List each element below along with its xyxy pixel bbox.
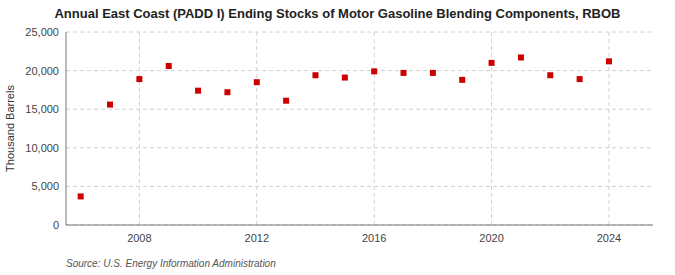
y-tick-label: 25,000 bbox=[25, 26, 59, 38]
point bbox=[342, 75, 348, 81]
y-axis-label: Thousand Barrels bbox=[4, 85, 16, 172]
y-tick-label: 0 bbox=[53, 219, 59, 231]
grid-line bbox=[139, 32, 140, 225]
y-axis bbox=[66, 32, 67, 225]
point bbox=[195, 88, 201, 94]
grid-line bbox=[66, 186, 653, 187]
point bbox=[489, 60, 495, 66]
point bbox=[254, 79, 260, 85]
point bbox=[224, 89, 230, 95]
y-tick-label: 5,000 bbox=[31, 180, 59, 192]
grid-line bbox=[66, 225, 653, 226]
point bbox=[547, 72, 553, 78]
x-tick-label: 2024 bbox=[597, 232, 621, 244]
point bbox=[371, 68, 377, 74]
point bbox=[166, 63, 172, 69]
grid-line bbox=[256, 32, 257, 225]
x-tick-label: 2016 bbox=[362, 232, 386, 244]
x-tick-label: 2020 bbox=[479, 232, 503, 244]
grid-line bbox=[66, 32, 653, 33]
grid bbox=[66, 32, 653, 225]
point bbox=[430, 70, 436, 76]
x-tick-label: 2008 bbox=[127, 232, 151, 244]
point bbox=[78, 193, 84, 199]
title: Annual East Coast (PADD I) Ending Stocks… bbox=[54, 6, 620, 21]
point bbox=[577, 76, 583, 82]
point bbox=[312, 72, 318, 78]
point bbox=[459, 77, 465, 83]
grid-line bbox=[374, 32, 375, 225]
chart: Annual East Coast (PADD I) Ending Stocks… bbox=[0, 0, 675, 275]
point bbox=[107, 102, 113, 108]
source: Source: U.S. Energy Information Administ… bbox=[66, 258, 276, 269]
point bbox=[518, 54, 524, 60]
grid-line bbox=[66, 147, 653, 148]
points bbox=[78, 54, 612, 199]
point bbox=[606, 58, 612, 64]
point bbox=[401, 70, 407, 76]
y-tick-label: 15,000 bbox=[25, 103, 59, 115]
point bbox=[136, 76, 142, 82]
grid-line bbox=[66, 70, 653, 71]
grid-line bbox=[66, 109, 653, 110]
y-tick-label: 20,000 bbox=[25, 65, 59, 77]
point bbox=[283, 98, 289, 104]
x-axis bbox=[66, 225, 653, 226]
y-tick-label: 10,000 bbox=[25, 142, 59, 154]
x-tick-label: 2012 bbox=[245, 232, 269, 244]
